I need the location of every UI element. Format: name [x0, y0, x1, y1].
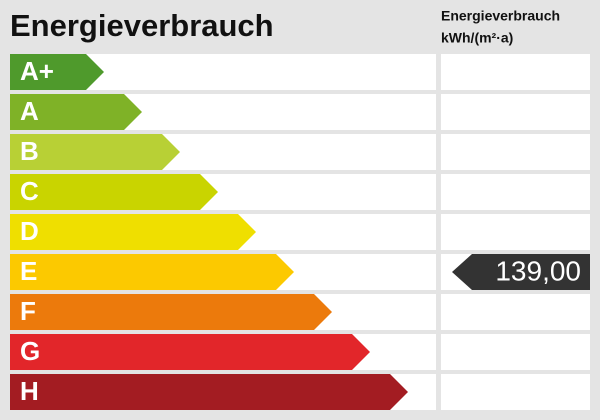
class-label: F [20, 296, 36, 326]
class-label: G [20, 336, 40, 366]
class-label: H [20, 376, 39, 406]
value-marker [452, 254, 590, 290]
class-label: A+ [20, 56, 54, 86]
class-arrow [10, 254, 294, 290]
value-cell [441, 134, 590, 170]
class-arrow [10, 54, 104, 90]
class-arrow [10, 214, 256, 250]
value-cell [441, 214, 590, 250]
value-text: 139,00 [495, 255, 581, 286]
class-arrow [10, 174, 218, 210]
class-label: D [20, 216, 39, 246]
class-label: C [20, 176, 39, 206]
value-cell [441, 294, 590, 330]
class-arrow [10, 134, 180, 170]
value-cell [441, 374, 590, 410]
value-cell [441, 174, 590, 210]
class-label: E [20, 256, 37, 286]
value-cell [441, 94, 590, 130]
column-unit: kWh/(m²·a) [441, 30, 513, 46]
class-arrow [10, 374, 408, 410]
class-arrow [10, 334, 370, 370]
class-label: B [20, 136, 39, 166]
class-arrow [10, 94, 142, 130]
class-arrow [10, 294, 332, 330]
value-cell [441, 54, 590, 90]
column-title: Energieverbrauch [441, 8, 560, 24]
title: Energieverbrauch [10, 8, 274, 43]
class-label: A [20, 96, 39, 126]
value-cell [441, 334, 590, 370]
